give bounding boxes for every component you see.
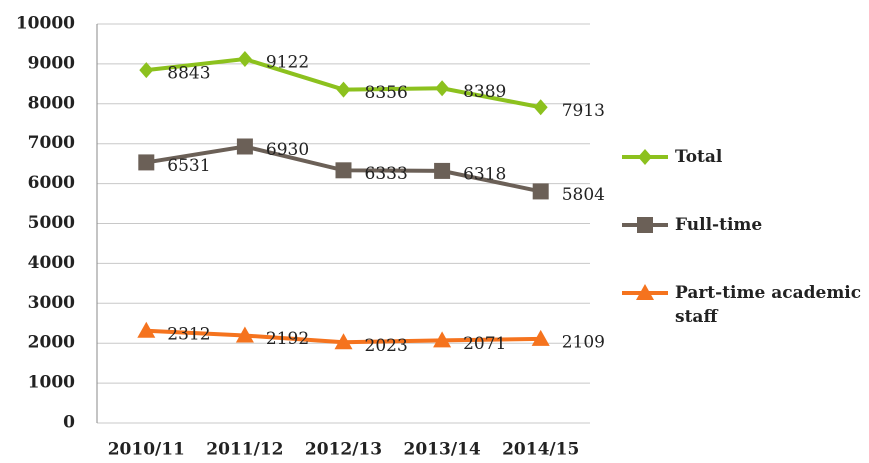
marker [433, 331, 452, 348]
data-label: 7913 [562, 101, 605, 121]
x-tick-label: 2014/15 [502, 440, 579, 460]
data-label: 8389 [463, 82, 506, 102]
marker [235, 326, 254, 343]
legend-label: Total [675, 147, 723, 167]
y-tick-label: 0 [63, 413, 75, 433]
marker [335, 162, 352, 179]
data-label: 2071 [463, 334, 506, 354]
data-label: 2109 [562, 332, 605, 352]
y-tick-label: 9000 [28, 53, 75, 73]
x-tick-label: 2013/14 [404, 440, 481, 460]
marker [336, 81, 351, 98]
y-tick-label: 1000 [28, 373, 75, 393]
data-label: 9122 [266, 53, 309, 73]
y-tick-label: 2000 [28, 333, 75, 353]
marker [236, 138, 253, 155]
y-tick-label: 6000 [28, 173, 75, 193]
data-label: 8843 [167, 64, 210, 84]
legend-label: Full-time [675, 215, 763, 235]
marker [139, 62, 154, 79]
data-label: 6333 [365, 164, 408, 184]
y-tick-label: 7000 [28, 133, 75, 153]
marker [334, 333, 353, 350]
marker [532, 183, 549, 200]
y-tick-label: 8000 [28, 93, 75, 113]
marker [533, 99, 548, 116]
x-tick-label: 2010/11 [108, 440, 185, 460]
data-label: 2023 [365, 336, 408, 356]
y-tick-label: 4000 [28, 253, 75, 273]
x-tick-label: 2011/12 [206, 440, 283, 460]
data-label: 8356 [365, 83, 408, 103]
data-label: 6531 [167, 156, 210, 176]
y-tick-label: 3000 [28, 293, 75, 313]
legend-label: Part-time academic staff [675, 283, 862, 327]
marker [435, 80, 450, 97]
marker [531, 329, 550, 346]
marker [237, 51, 252, 68]
y-tick-label: 5000 [28, 213, 75, 233]
marker [138, 154, 155, 171]
y-tick-label: 10000 [16, 14, 75, 34]
marker [637, 217, 653, 233]
data-label: 6318 [463, 164, 506, 184]
data-label: 2312 [167, 324, 210, 344]
x-tick-label: 2012/13 [305, 440, 382, 460]
marker [137, 321, 156, 338]
marker [434, 162, 451, 179]
marker [638, 149, 652, 165]
data-label: 6930 [266, 140, 309, 160]
marker [636, 284, 654, 300]
data-label: 2192 [266, 329, 309, 349]
data-label: 5804 [562, 185, 605, 205]
